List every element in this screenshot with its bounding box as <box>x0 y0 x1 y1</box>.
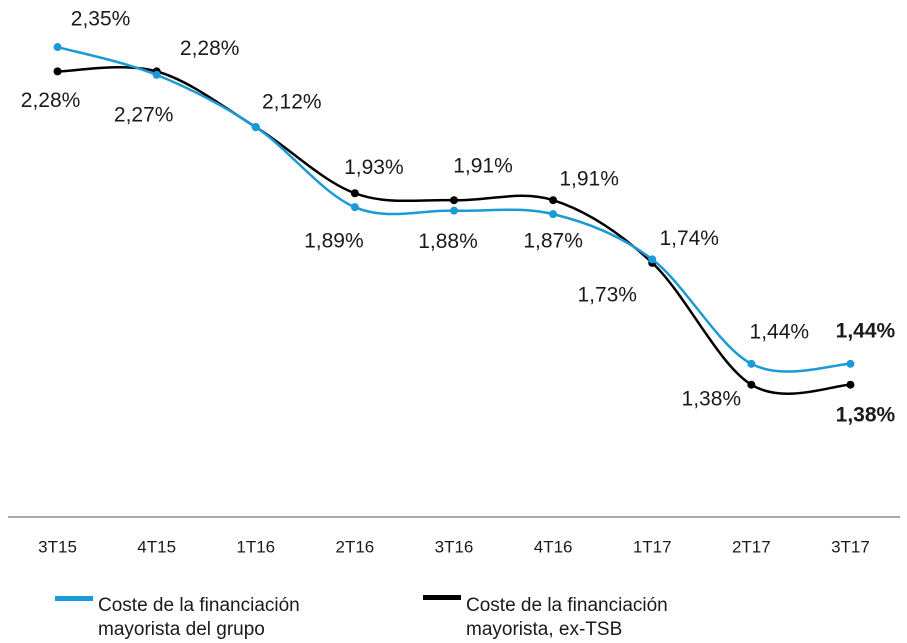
data-label: 1,38% <box>682 387 742 410</box>
data-label: 2,35% <box>71 8 131 31</box>
x-tick-label: 4T16 <box>534 537 573 556</box>
x-tick-label: 4T15 <box>137 537 176 556</box>
x-tick-label: 3T16 <box>435 537 474 556</box>
data-point <box>549 210 558 219</box>
x-tick-label: 3T17 <box>831 537 870 556</box>
data-label: 2,27% <box>114 103 174 126</box>
data-label: 2,12% <box>262 91 322 114</box>
data-label: 1,93% <box>344 156 404 179</box>
data-point <box>648 255 657 264</box>
data-point <box>152 70 161 79</box>
data-point <box>53 43 62 52</box>
data-point <box>549 196 558 205</box>
legend-swatch <box>55 596 93 601</box>
data-label: 1,44% <box>750 320 810 343</box>
data-label: 1,73% <box>577 283 637 306</box>
data-label: 1,88% <box>418 230 478 253</box>
x-tick-label: 1T17 <box>633 537 672 556</box>
x-tick-label: 1T16 <box>236 537 275 556</box>
legend-label: Coste de la financiación mayorista del g… <box>98 595 300 640</box>
x-tick-label: 2T17 <box>732 537 771 556</box>
data-label: 1,91% <box>559 168 619 191</box>
data-label: 1,87% <box>523 230 583 253</box>
data-label: 1,44% <box>836 319 896 342</box>
data-label: 1,38% <box>836 403 896 426</box>
data-point <box>846 359 855 368</box>
data-point <box>350 189 359 198</box>
data-point <box>350 203 359 212</box>
data-label: 2,28% <box>21 89 81 112</box>
legend-label: Coste de la financiación mayorista, ex-T… <box>466 595 668 640</box>
legend-swatch <box>423 595 461 600</box>
data-point <box>450 206 458 215</box>
data-point <box>747 359 756 368</box>
data-point <box>846 380 855 389</box>
data-label: 1,91% <box>453 155 513 178</box>
data-point <box>747 380 756 389</box>
x-tick-label: 2T16 <box>336 537 375 556</box>
data-point <box>251 123 260 132</box>
data-label: 2,28% <box>180 37 240 60</box>
data-point <box>450 196 458 205</box>
data-label: 1,89% <box>304 230 364 253</box>
x-tick-label: 3T15 <box>38 537 77 556</box>
data-point <box>53 67 62 76</box>
data-label: 1,74% <box>659 227 719 250</box>
